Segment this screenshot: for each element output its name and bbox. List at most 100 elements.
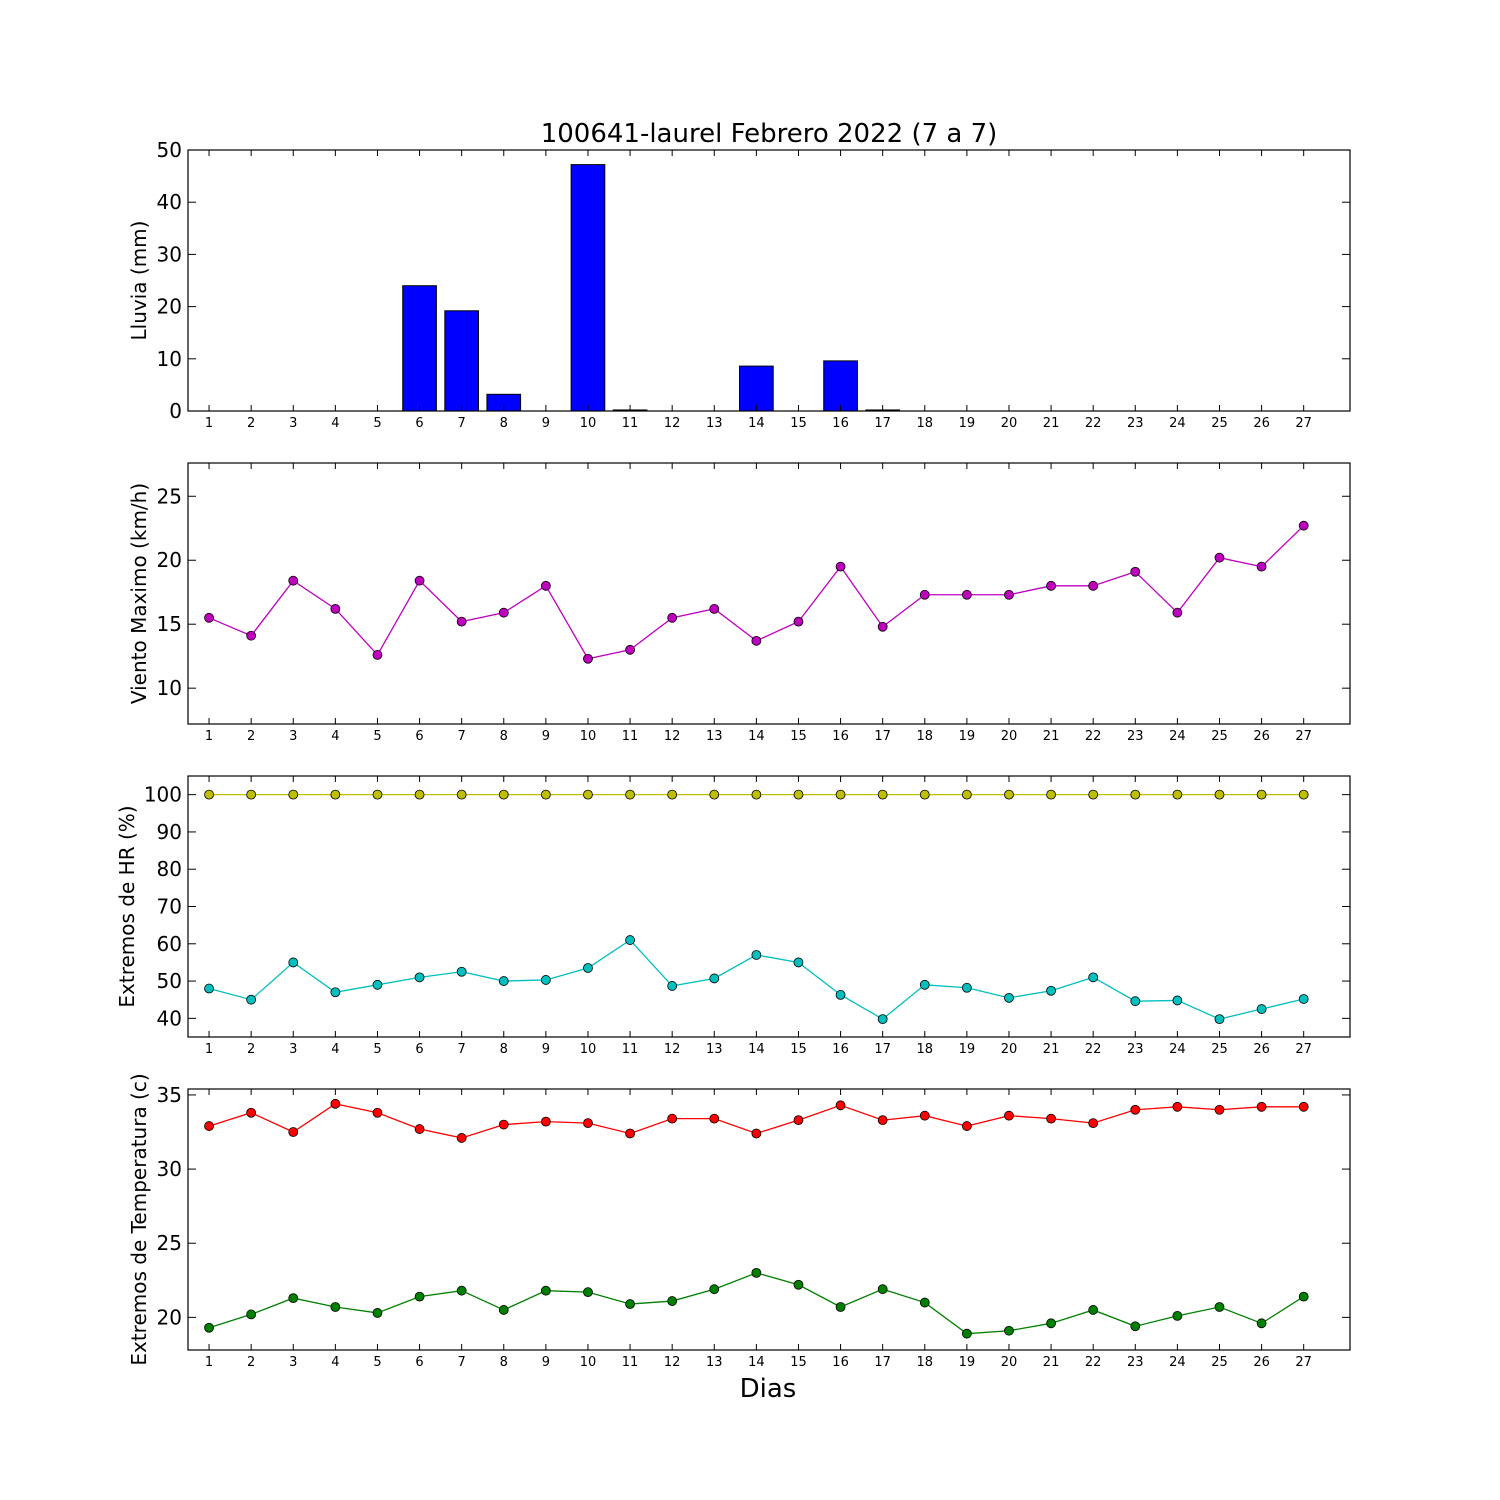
rain-bar-day-7	[444, 310, 480, 412]
rain-xtick-label: 5	[373, 416, 381, 431]
wind-xtick-label: 18	[917, 729, 934, 744]
temperature-xtick-label: 8	[500, 1355, 508, 1370]
humidity-xtick-label: 14	[748, 1042, 765, 1057]
temperature-series-1-point-day-16	[835, 1100, 846, 1111]
humidity-series-1-point-day-19	[961, 789, 972, 800]
humidity-series-2-point-day-15	[793, 957, 804, 968]
temperature-xtick-label: 13	[706, 1355, 723, 1370]
humidity-ytick-label: 60	[157, 932, 182, 956]
temperature-ytick-label: 20	[157, 1305, 182, 1329]
humidity-series-1-point-day-1	[204, 789, 214, 800]
humidity-ytick-label: 50	[157, 969, 182, 993]
temperature-series-1-point-day-23	[1130, 1104, 1141, 1115]
humidity-series-1-point-day-20	[1004, 789, 1014, 800]
humidity-series-1-point-day-10	[583, 789, 593, 800]
rain-plot-frame	[187, 149, 1351, 412]
temperature-xtick-label: 20	[1001, 1355, 1018, 1370]
humidity-series-2-point-day-13	[709, 973, 720, 984]
wind-series-1-point-day-21	[1046, 580, 1056, 591]
humidity-y-axis-label: Extremos de HR (%)	[115, 805, 139, 1007]
wind-xtick-label: 16	[832, 729, 849, 744]
wind-series-1-point-day-12	[667, 612, 678, 623]
wind-series-1-point-day-24	[1172, 607, 1183, 618]
humidity-series-2-point-day-1	[204, 983, 214, 994]
temperature-series-2-point-day-21	[1046, 1318, 1056, 1329]
temperature-xtick-label: 16	[832, 1355, 849, 1370]
humidity-series-2-point-day-18	[919, 979, 930, 990]
temperature-series-1-point-day-3	[288, 1127, 299, 1137]
temperature-series-1-point-day-27	[1298, 1101, 1309, 1112]
rain-xtick-label: 8	[500, 416, 508, 431]
wind-series-1-point-day-16	[835, 561, 846, 572]
temperature-series-1-point-day-4	[330, 1098, 341, 1109]
temperature-series-2-point-day-24	[1172, 1310, 1183, 1321]
rain-bar-day-16	[823, 360, 858, 412]
humidity-series-2-point-day-17	[877, 1014, 888, 1024]
temperature-series-2-point-day-1	[204, 1322, 214, 1333]
humidity-xtick-label: 16	[832, 1042, 849, 1057]
wind-xtick-label: 10	[580, 729, 597, 744]
wind-series-1-point-day-17	[877, 621, 888, 632]
wind-series-1-point-day-13	[709, 603, 720, 614]
temperature-xtick-label: 6	[415, 1355, 423, 1370]
humidity-series-2-point-day-22	[1088, 972, 1099, 983]
humidity-xtick-label: 27	[1295, 1042, 1312, 1057]
humidity-xtick-label: 18	[917, 1042, 934, 1057]
temperature-xtick-label: 11	[622, 1355, 639, 1370]
temperature-xtick-label: 5	[373, 1355, 381, 1370]
temperature-series-2-point-day-18	[919, 1297, 930, 1308]
temperature-series-2-point-day-3	[288, 1293, 299, 1303]
humidity-series-1-point-day-7	[456, 789, 467, 800]
temperature-series-1-point-day-26	[1256, 1101, 1267, 1112]
temperature-xtick-label: 9	[542, 1355, 550, 1370]
wind-xtick-label: 21	[1043, 729, 1060, 744]
humidity-series-1-point-day-23	[1130, 789, 1141, 800]
chart-title: 100641-laurel Febrero 2022 (7 a 7)	[541, 119, 998, 149]
humidity-xtick-label: 4	[331, 1042, 339, 1057]
humidity-series-2-point-day-9	[540, 975, 551, 985]
temperature-xtick-label: 27	[1295, 1355, 1312, 1370]
wind-xtick-label: 25	[1211, 729, 1228, 744]
temperature-series-1-point-day-19	[961, 1121, 972, 1131]
humidity-series-1-point-day-9	[540, 789, 551, 800]
humidity-xtick-label: 19	[959, 1042, 976, 1057]
humidity-xtick-label: 23	[1127, 1042, 1144, 1057]
wind-xtick-label: 13	[706, 729, 723, 744]
wind-series-1-point-day-23	[1130, 566, 1141, 577]
humidity-series-2-point-day-24	[1172, 995, 1183, 1006]
humidity-xtick-label: 25	[1211, 1042, 1228, 1057]
wind-series-1-point-day-14	[751, 635, 762, 646]
humidity-series-1-point-day-6	[414, 789, 425, 800]
temperature-series-1-point-day-8	[498, 1119, 509, 1130]
rain-ytick-label: 30	[157, 242, 182, 266]
rain-xtick-label: 10	[580, 416, 597, 431]
wind-plot-frame	[187, 462, 1351, 725]
humidity-xtick-label: 17	[874, 1042, 891, 1057]
humidity-series-1-point-day-26	[1256, 789, 1267, 800]
temperature-xtick-label: 24	[1169, 1355, 1186, 1370]
temperature-series-2-point-day-13	[709, 1284, 720, 1295]
temperature-series-1-point-day-13	[709, 1113, 720, 1124]
wind-xtick-label: 23	[1127, 729, 1144, 744]
humidity-xtick-label: 13	[706, 1042, 723, 1057]
humidity-series-1-point-day-22	[1088, 789, 1099, 800]
temperature-series-1-point-day-2	[246, 1107, 257, 1118]
humidity-xtick-label: 2	[247, 1042, 255, 1057]
temperature-xtick-label: 25	[1211, 1355, 1228, 1370]
humidity-xtick-label: 6	[415, 1042, 423, 1057]
humidity-series-1-point-day-27	[1298, 789, 1309, 800]
humidity-series-1-point-day-16	[835, 789, 846, 800]
temperature-xtick-label: 7	[458, 1355, 466, 1370]
temperature-series-2-point-day-27	[1298, 1291, 1309, 1302]
rain-xtick-label: 18	[917, 416, 934, 431]
temperature-series-1-point-day-11	[625, 1128, 635, 1139]
wind-series-1-point-day-1	[204, 612, 214, 623]
temperature-xtick-label: 19	[959, 1355, 976, 1370]
rain-ytick-label: 40	[157, 190, 182, 214]
temperature-ytick-label: 25	[157, 1231, 182, 1255]
humidity-xtick-label: 1	[205, 1042, 213, 1057]
